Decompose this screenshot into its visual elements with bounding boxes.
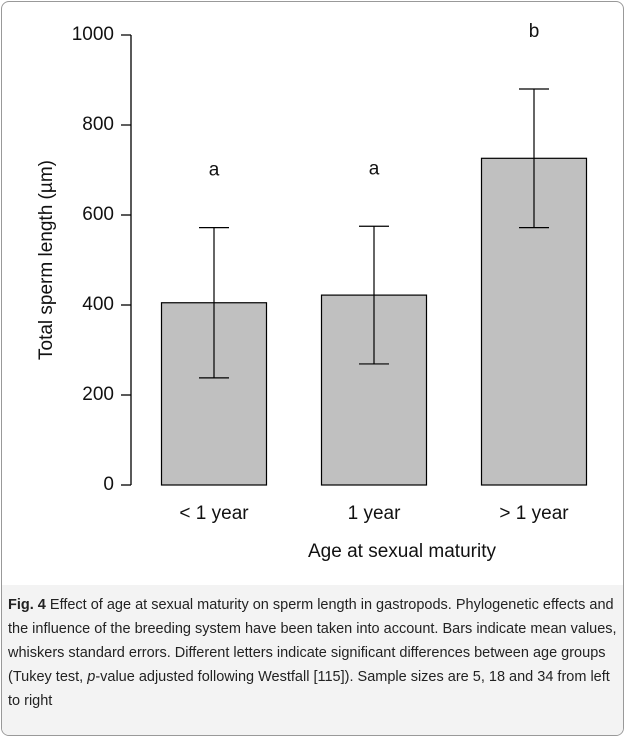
caption: Fig. 4 Effect of age at sexual maturity … — [2, 585, 623, 735]
chart: Total sperm length (µm) Age at sexual ma… — [36, 21, 588, 562]
y-tick-label: 600 — [82, 204, 114, 225]
y-tick-label: 800 — [82, 114, 114, 135]
caption-label: Fig. 4 — [8, 597, 46, 613]
error-bar — [199, 227, 229, 379]
significance-letter: b — [529, 21, 540, 42]
error-bar — [519, 88, 549, 229]
y-tick-label: 1000 — [72, 24, 114, 45]
y-tick-label: 0 — [103, 474, 114, 495]
x-tick-label: > 1 year — [499, 503, 569, 524]
significance-letter: a — [209, 160, 220, 181]
caption-text: -value adjusted following Westfall [115]… — [8, 669, 610, 709]
x-axis-title: Age at sexual maturity — [308, 541, 496, 562]
significance-letter: a — [369, 158, 380, 179]
caption-text: Effect of age at sexual maturity on sper… — [8, 597, 617, 685]
y-axis-title: Total sperm length (µm) — [36, 160, 57, 360]
x-tick-label: 1 year — [348, 503, 401, 524]
x-tick-label: < 1 year — [179, 503, 249, 524]
y-tick-label: 200 — [82, 384, 114, 405]
y-tick-label: 400 — [82, 294, 114, 315]
caption-italic: p — [87, 669, 96, 685]
error-bar — [359, 225, 389, 365]
